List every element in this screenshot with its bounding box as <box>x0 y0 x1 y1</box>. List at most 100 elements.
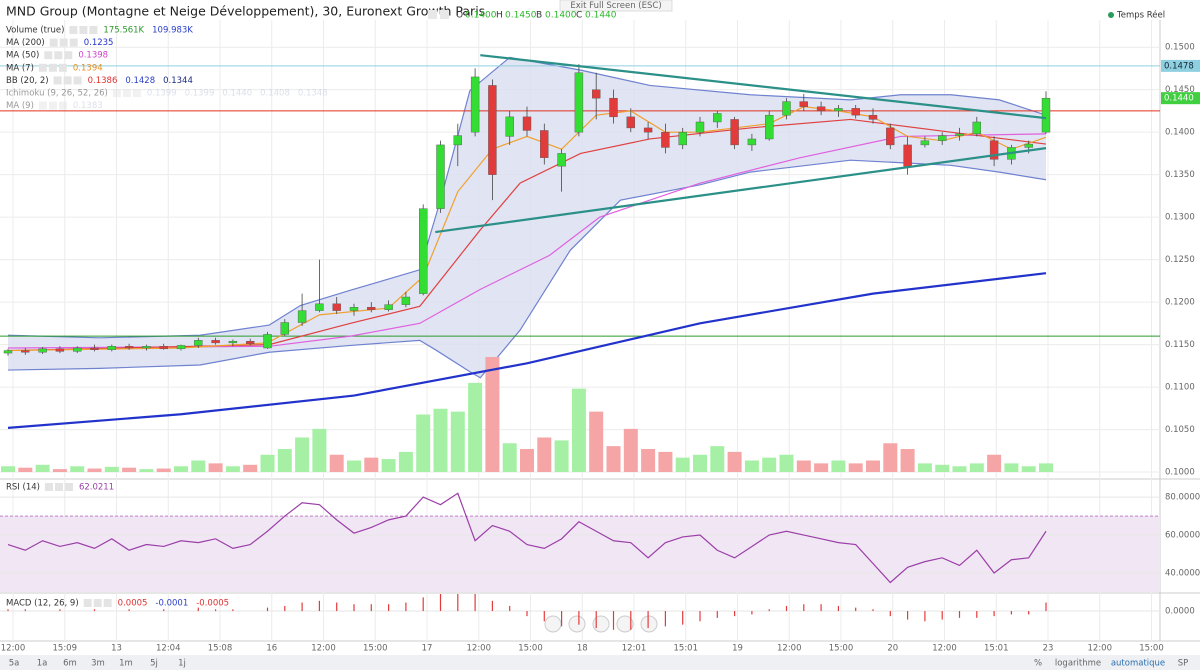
volume-bar <box>1004 463 1019 472</box>
legend-icon[interactable] <box>103 599 112 607</box>
candle-body <box>540 130 549 158</box>
candle-body <box>297 310 307 323</box>
legend-value: 0.1399 <box>147 89 177 99</box>
candle-body <box>989 140 999 160</box>
legend-icon[interactable] <box>48 101 57 110</box>
volume-bar <box>18 467 33 472</box>
candle-body <box>782 101 791 116</box>
ohlc-value: 0.1450 <box>505 11 537 21</box>
volume-bar <box>520 449 534 472</box>
range-button[interactable]: 3m <box>91 659 105 669</box>
indicator-line <box>7 106 1047 352</box>
nav-button[interactable] <box>592 615 610 633</box>
nav-button[interactable] <box>544 615 562 633</box>
legend-icon[interactable] <box>89 26 98 34</box>
volume-bar <box>900 449 915 472</box>
legend-icon[interactable] <box>112 89 121 97</box>
volume-bar <box>433 408 448 472</box>
legend-icon[interactable] <box>54 483 63 491</box>
option-button[interactable]: logarithme <box>1055 659 1101 669</box>
legend-icon[interactable] <box>58 101 67 110</box>
candle-body <box>695 121 705 133</box>
range-button[interactable]: 6m <box>63 659 77 669</box>
candle-body <box>3 350 13 354</box>
x-tick-label: 15:08 <box>208 644 233 654</box>
y-tick-label: 0.1300 <box>1165 213 1195 223</box>
volume-bar <box>450 411 465 472</box>
legend-name: BB (20, 2) <box>6 76 49 86</box>
range-button[interactable]: 5a <box>9 659 20 669</box>
volume-bar <box>744 460 759 472</box>
volume-bar <box>762 457 777 472</box>
legend-name: Volume (true) <box>6 26 64 36</box>
y-tick-label: 40.0000 <box>1165 569 1200 579</box>
volume-bar <box>727 451 742 472</box>
option-button[interactable]: automatique <box>1111 659 1165 669</box>
legend-icon[interactable] <box>38 101 47 110</box>
legend-icon[interactable] <box>79 26 88 34</box>
volume-bar <box>416 414 431 472</box>
nav-button[interactable] <box>640 615 658 633</box>
y-tick-label: 0.1100 <box>1165 383 1195 393</box>
legend-icon[interactable] <box>58 63 67 72</box>
legend-name: Ichimoku (9, 26, 52, 26) <box>6 89 108 99</box>
icon[interactable] <box>428 10 437 19</box>
tooltip[interactable]: Exit Full Screen (ESC) <box>570 1 661 11</box>
range-button[interactable]: 1m <box>119 659 133 669</box>
option-button[interactable]: SP <box>1178 659 1189 669</box>
candle-body <box>21 350 30 353</box>
legend-value: 0.1428 <box>125 76 155 86</box>
legend-icon[interactable] <box>49 38 58 47</box>
candle-body <box>194 340 203 346</box>
y-tick-label: 0.1050 <box>1165 425 1195 435</box>
legend-icon[interactable] <box>73 76 82 85</box>
y-tick-label: 0.1150 <box>1165 340 1195 350</box>
candle-body <box>868 114 878 120</box>
candle-body <box>678 131 687 146</box>
legend-icon[interactable] <box>69 26 78 34</box>
candle-body <box>626 116 635 129</box>
candle-body <box>834 108 843 112</box>
nav-button[interactable] <box>616 615 634 633</box>
legend-icon[interactable] <box>64 51 73 60</box>
legend-icon[interactable] <box>44 51 53 60</box>
y-tick-label: 60.0000 <box>1165 531 1200 541</box>
volume-bar <box>814 463 829 472</box>
legend-icon[interactable] <box>44 483 53 491</box>
legend-icon[interactable] <box>122 89 131 97</box>
legend-icon[interactable] <box>59 38 68 47</box>
candle-body <box>176 345 186 350</box>
x-tick-label: 18 <box>577 644 588 654</box>
legend-icon[interactable] <box>132 89 141 97</box>
legend-name: RSI (14) <box>6 483 40 493</box>
legend-icon[interactable] <box>64 483 73 491</box>
legend-icon[interactable] <box>83 599 92 607</box>
x-tick-label: 15:09 <box>53 644 78 654</box>
y-tick-label: 0.1500 <box>1165 43 1195 53</box>
legend-icon[interactable] <box>63 76 72 85</box>
range-button[interactable]: 5j <box>150 659 158 669</box>
volume-bar <box>987 454 1002 472</box>
y-tick-label: 0.0000 <box>1165 607 1195 617</box>
ohlc-value: 0.1440 <box>585 11 617 21</box>
icon[interactable] <box>440 10 449 19</box>
legend-icon[interactable] <box>53 76 62 85</box>
trendline <box>480 54 1047 120</box>
legend-icon[interactable] <box>69 38 78 47</box>
candle-body <box>505 116 514 137</box>
volume-bar <box>554 440 569 472</box>
legend-icon[interactable] <box>93 599 102 607</box>
range-button[interactable]: 1j <box>178 659 186 669</box>
legend-icon[interactable] <box>48 63 57 72</box>
candle-body <box>228 340 238 344</box>
volume-bar <box>710 446 725 472</box>
legend-icon[interactable] <box>54 51 63 60</box>
volume-bar <box>277 449 292 472</box>
chart-title: MND Group (Montagne et Neige Développeme… <box>6 4 485 19</box>
ohlc-value: 0.1400 <box>465 11 497 21</box>
option-button[interactable]: % <box>1034 659 1042 669</box>
legend-icon[interactable] <box>38 63 47 72</box>
nav-button[interactable] <box>568 615 586 633</box>
range-button[interactable]: 1a <box>37 659 48 669</box>
candle-body <box>349 307 359 311</box>
